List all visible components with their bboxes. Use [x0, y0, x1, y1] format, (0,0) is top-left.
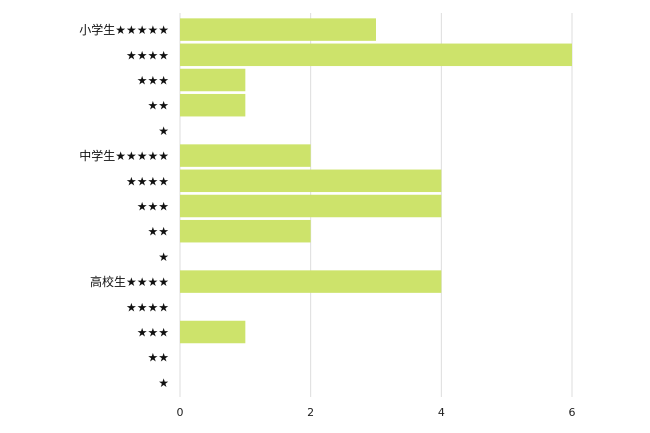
- bar: [180, 194, 442, 218]
- category-label: 中学生★★★★★: [79, 148, 169, 163]
- category-label: 小学生★★★★★: [79, 22, 169, 37]
- category-label: ★: [158, 376, 169, 390]
- category-label: ★★★: [137, 200, 169, 214]
- category-label: ★★★: [137, 74, 169, 88]
- category-label: ★★★★: [126, 174, 169, 188]
- bar: [180, 320, 246, 344]
- bar: [180, 144, 311, 167]
- bar: [180, 219, 311, 243]
- x-tick-label: 0: [177, 406, 184, 419]
- category-labels: 小学生★★★★★★★★★★★★★★★中学生★★★★★★★★★★★★★★★高校生★…: [79, 22, 169, 390]
- bars: [180, 18, 572, 344]
- category-label: ★★★★: [126, 300, 169, 314]
- bar: [180, 93, 246, 117]
- bar: [180, 169, 442, 193]
- x-tick-label: 6: [569, 406, 576, 419]
- x-tick-label: 4: [438, 406, 445, 419]
- category-label: ★★★: [137, 326, 169, 340]
- bar: [180, 270, 442, 293]
- category-label: ★: [158, 250, 169, 264]
- x-tick-label: 2: [307, 406, 314, 419]
- x-axis-ticks: 0 2 4 6: [177, 406, 576, 419]
- bar: [180, 18, 376, 41]
- category-label: ★: [158, 124, 169, 138]
- bar: [180, 43, 572, 67]
- category-label: ★★: [147, 225, 169, 239]
- category-label: 高校生★★★★: [90, 274, 169, 289]
- bar: [180, 68, 246, 92]
- category-label: ★★: [147, 99, 169, 113]
- category-label: ★★★★: [126, 48, 169, 62]
- category-label: ★★: [147, 351, 169, 365]
